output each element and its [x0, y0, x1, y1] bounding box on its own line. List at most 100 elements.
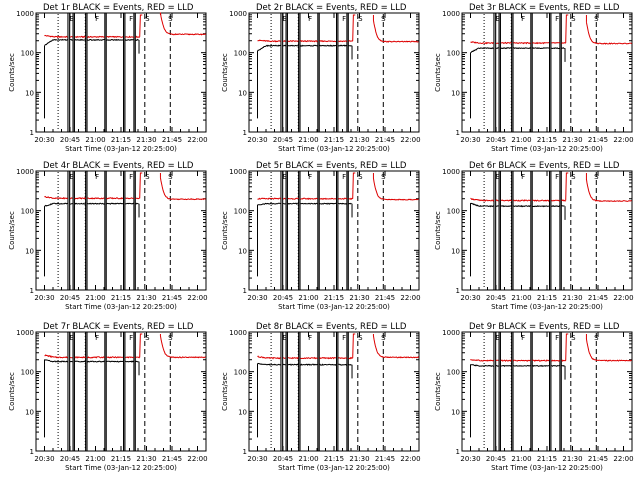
- events-series-line: [257, 202, 352, 206]
- lld-rise: [565, 172, 569, 201]
- x-tick-label: 21:15: [537, 455, 557, 463]
- x-tick-label: 21:45: [588, 136, 608, 144]
- panel-title: Det 2r BLACK = Events, RED = LLD: [256, 3, 407, 13]
- y-tick-label: 10: [25, 408, 34, 416]
- det-2r-panel: Det 2r BLACK = Events, RED = LLD 1 10 100 10…: [221, 3, 421, 153]
- x-tick-label: 21:00: [511, 455, 531, 463]
- panel-title: Det 6r BLACK = Events, RED = LLD: [469, 161, 620, 171]
- y-tick-label: 1: [30, 448, 34, 456]
- lld-series-line: [470, 358, 567, 362]
- lld-series-line: [44, 195, 141, 200]
- flag-marker-label: S: [571, 15, 576, 23]
- x-tick-label: 21:45: [588, 294, 608, 302]
- y-tick-label: 100: [234, 50, 247, 58]
- flag-marker-label: F: [308, 15, 312, 23]
- lld-rise: [565, 14, 569, 44]
- y-tick-label: 1000: [229, 168, 247, 176]
- flag-marker-label: F: [129, 173, 133, 181]
- x-tick-label: 22:00: [187, 136, 207, 144]
- x-tick-label: 20:45: [60, 455, 80, 463]
- x-tick-label: 22:00: [613, 455, 633, 463]
- flag-marker-label: S: [381, 334, 386, 342]
- plot-frame: [461, 331, 633, 452]
- x-tick-label: 21:45: [375, 455, 395, 463]
- y-tick-label: 1: [30, 287, 34, 295]
- x-tick-label: 21:30: [349, 294, 369, 302]
- x-tick-label: 21:15: [111, 455, 131, 463]
- flag-marker-label: S: [594, 15, 599, 23]
- flag-marker-label: E: [69, 15, 73, 23]
- x-tick-label: 21:15: [324, 136, 344, 144]
- lld-series-line: [470, 41, 566, 45]
- x-tick-label: 21:45: [375, 136, 395, 144]
- events-series-line: [44, 358, 139, 363]
- det-1r-panel: Det 1r BLACK = Events, RED = LLD 1 10 100 10…: [8, 3, 208, 153]
- y-tick-label: 1000: [16, 168, 34, 176]
- x-tick-label: 20:30: [460, 136, 480, 144]
- flag-marker-label: S: [381, 173, 386, 181]
- y-tick-label: 1: [456, 129, 460, 137]
- x-axis-title: Start Time (03-Jan-12 20:25:00): [65, 303, 177, 311]
- events-series-line: [44, 202, 139, 207]
- flag-marker-label: S: [594, 334, 599, 342]
- flag-marker-label: S: [358, 15, 363, 23]
- y-tick-label: 1000: [442, 329, 460, 337]
- y-tick-label: 100: [21, 50, 34, 58]
- flag-marker-label: E: [495, 173, 499, 181]
- det-6r-panel: Det 6r BLACK = Events, RED = LLD 1 10 100 10…: [434, 161, 634, 311]
- det-5r-panel: Det 5r BLACK = Events, RED = LLD 1 10 100 10…: [221, 161, 421, 311]
- lld-rise: [139, 333, 143, 358]
- y-tick-label: 1: [243, 448, 247, 456]
- y-tick-label: 100: [447, 208, 460, 216]
- panel-title: Det 7r BLACK = Events, RED = LLD: [43, 322, 194, 332]
- y-axis-title: Counts/sec: [434, 372, 442, 411]
- x-tick-label: 21:45: [162, 136, 182, 144]
- y-tick-label: 1000: [229, 10, 247, 18]
- y-tick-label: 10: [451, 89, 460, 97]
- flag-marker-label: S: [594, 173, 599, 181]
- lld-second-segment: [372, 19, 419, 43]
- flag-marker-label: E: [282, 334, 286, 342]
- plot-frame: [461, 12, 633, 133]
- x-tick-label: 20:45: [486, 136, 506, 144]
- y-tick-label: 100: [21, 369, 34, 377]
- flag-marker-label: F: [555, 334, 559, 342]
- flag-marker-label: S: [145, 15, 150, 23]
- x-tick-label: 21:30: [136, 136, 156, 144]
- lld-second-segment: [372, 177, 419, 201]
- flag-marker-label: F: [95, 173, 99, 181]
- plot-frame: [35, 331, 207, 452]
- x-tick-label: 20:30: [460, 294, 480, 302]
- panel-title: Det 3r BLACK = Events, RED = LLD: [469, 3, 620, 13]
- y-tick-label: 1000: [16, 10, 34, 18]
- x-axis-title: Start Time (03-Jan-12 20:25:00): [491, 303, 603, 311]
- x-tick-label: 20:45: [273, 294, 293, 302]
- y-tick-label: 1: [456, 287, 460, 295]
- x-tick-label: 20:45: [60, 136, 80, 144]
- flag-marker-label: S: [168, 15, 173, 23]
- y-tick-label: 100: [447, 369, 460, 377]
- y-tick-label: 1000: [229, 329, 247, 337]
- lld-rise: [139, 14, 143, 37]
- y-tick-label: 1: [30, 129, 34, 137]
- flag-marker-label: S: [358, 173, 363, 181]
- x-tick-label: 20:30: [247, 455, 267, 463]
- lld-second-segment: [585, 178, 632, 203]
- lld-second-segment: [585, 338, 632, 362]
- flag-marker-label: F: [555, 173, 559, 181]
- x-tick-label: 21:30: [349, 136, 369, 144]
- x-axis-title: Start Time (03-Jan-12 20:25:00): [491, 464, 603, 472]
- y-tick-label: 100: [21, 208, 34, 216]
- y-tick-label: 10: [238, 408, 247, 416]
- x-axis-title: Start Time (03-Jan-12 20:25:00): [491, 145, 603, 153]
- y-axis-title: Counts/sec: [434, 53, 442, 92]
- flag-marker-label: E: [495, 334, 499, 342]
- y-tick-label: 10: [238, 89, 247, 97]
- flag-marker-label: E: [282, 15, 286, 23]
- x-tick-label: 21:45: [162, 294, 182, 302]
- x-tick-label: 21:15: [111, 294, 131, 302]
- x-tick-label: 20:45: [486, 294, 506, 302]
- x-tick-label: 21:30: [136, 455, 156, 463]
- x-axis-title: Start Time (03-Jan-12 20:25:00): [278, 303, 390, 311]
